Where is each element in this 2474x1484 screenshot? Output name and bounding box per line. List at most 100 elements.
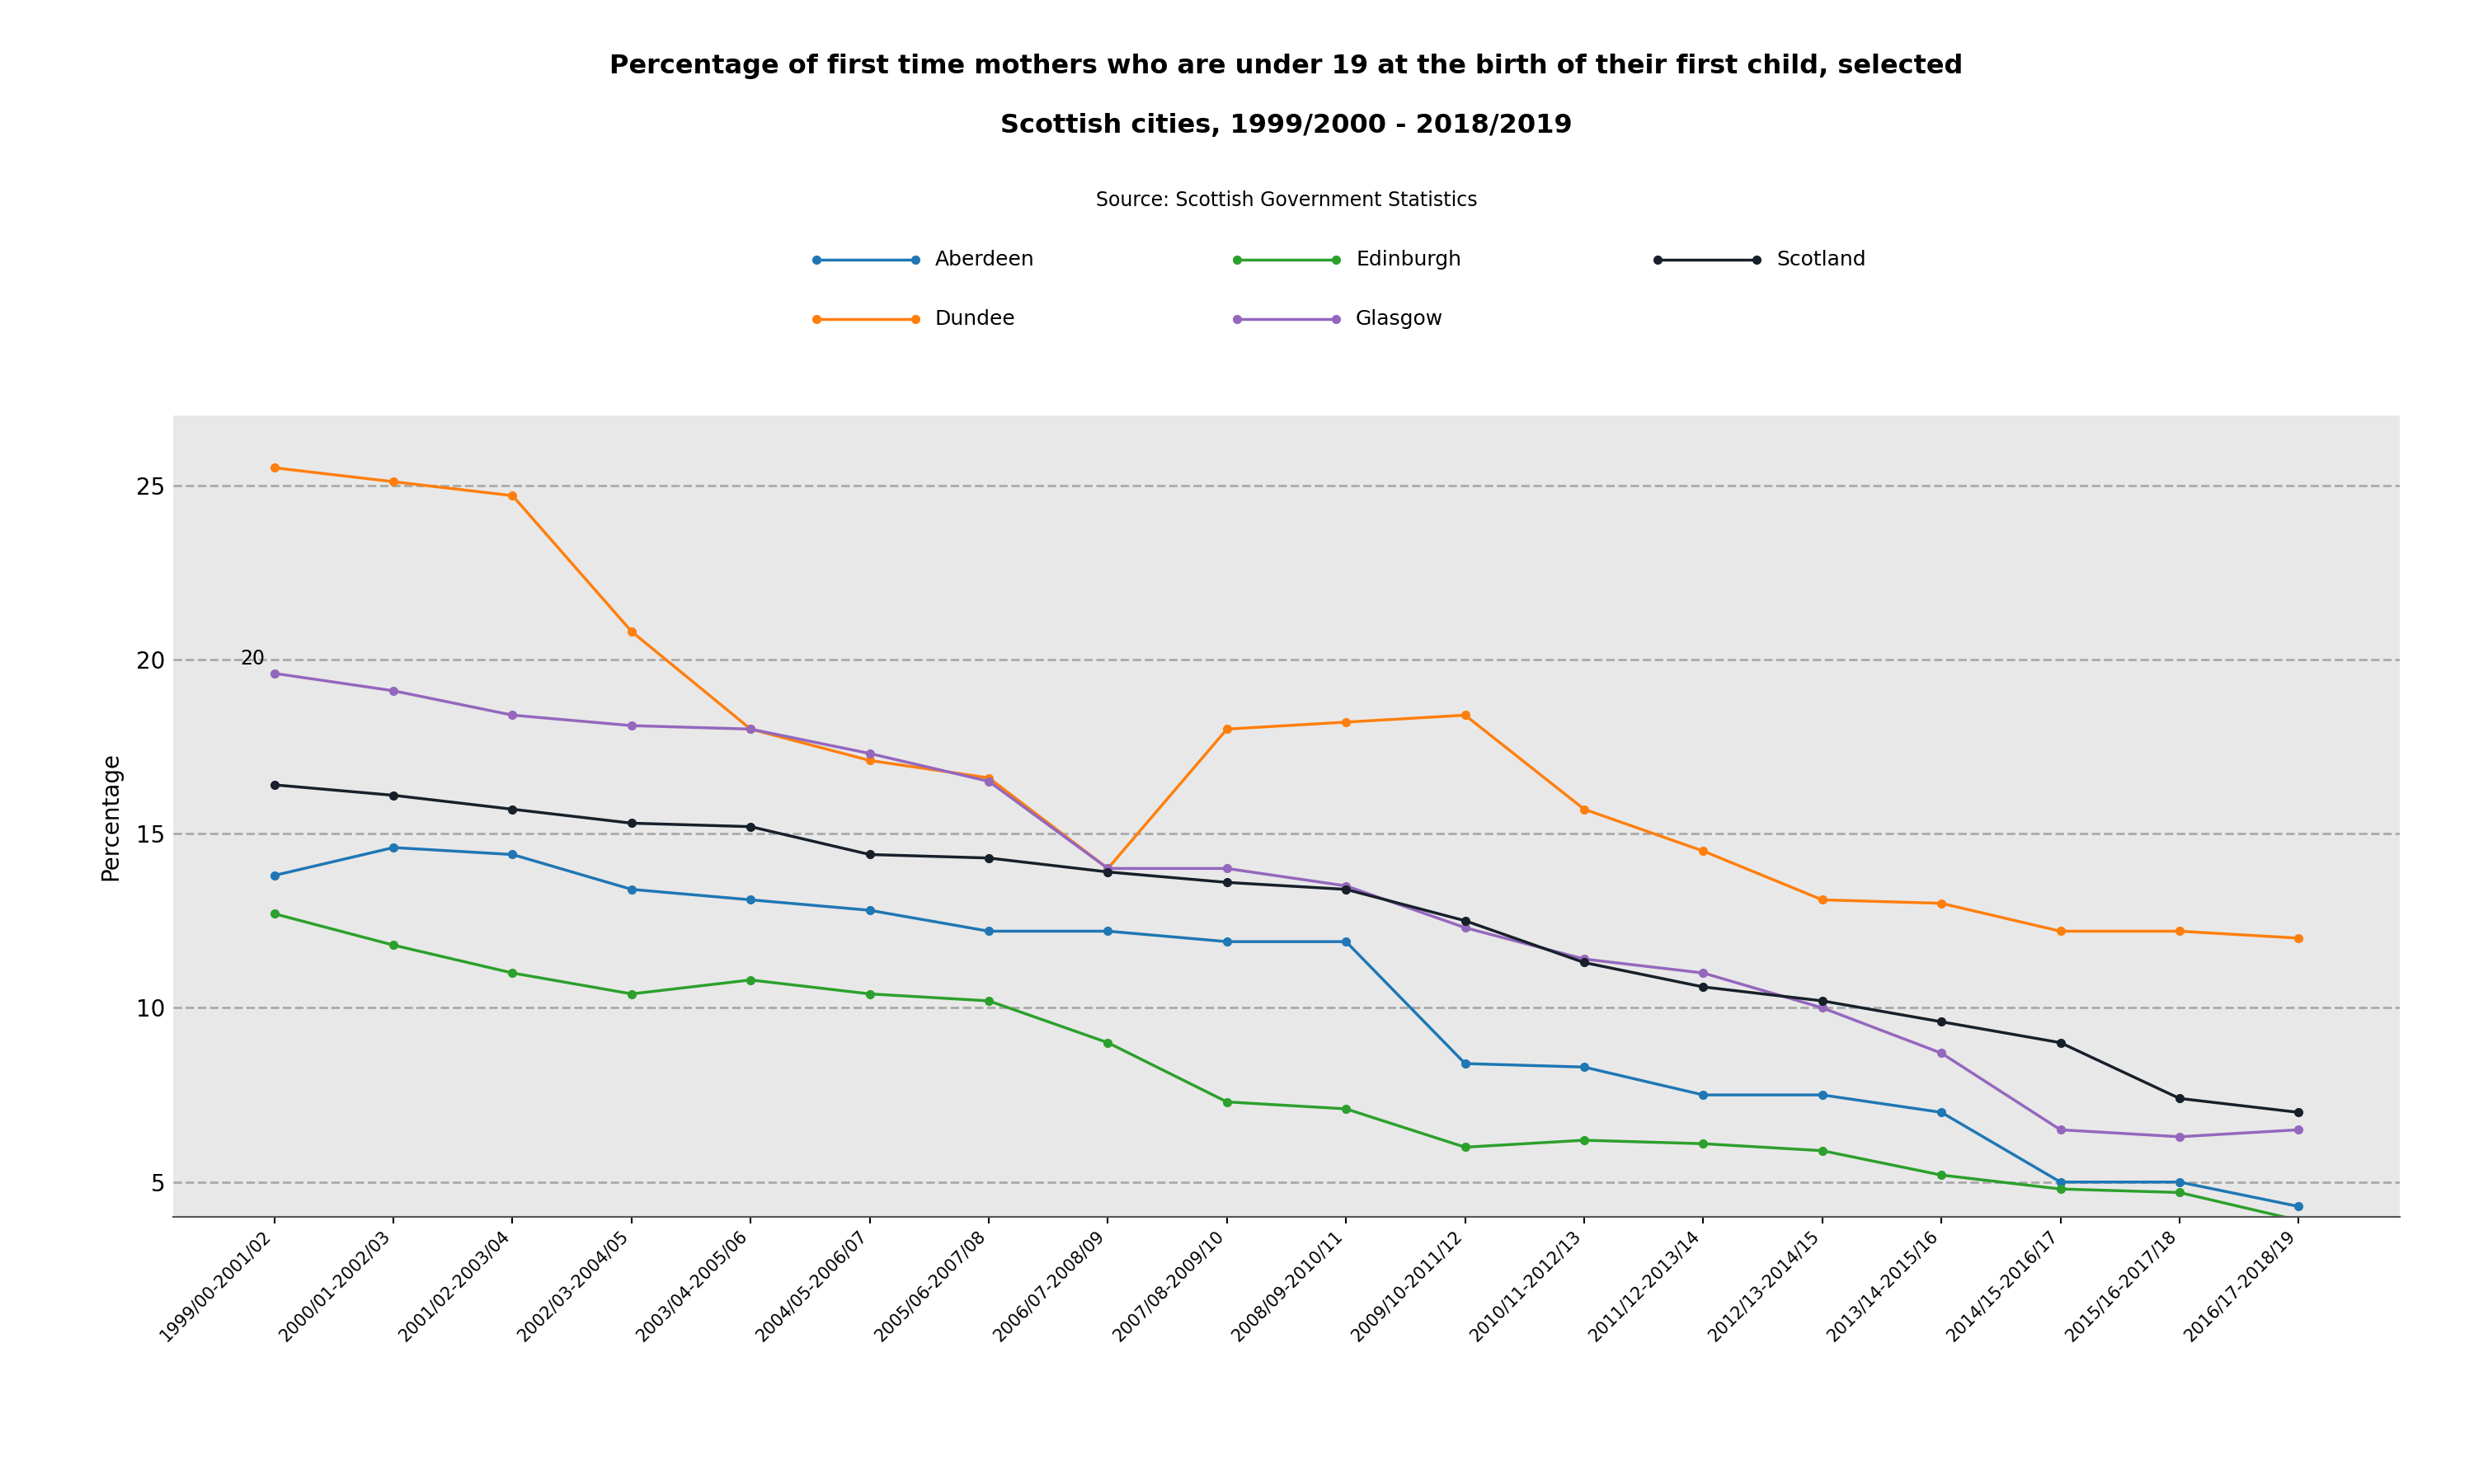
Scotland — [1331, 880, 1361, 898]
Scotland — [1808, 991, 1838, 1009]
Edinburgh — [1450, 1138, 1479, 1156]
Text: Scottish cities, 1999/2000 - 2018/2019: Scottish cities, 1999/2000 - 2018/2019 — [999, 113, 1573, 139]
Edinburgh — [497, 965, 527, 982]
Scotland — [856, 846, 886, 864]
Text: Dundee: Dundee — [935, 309, 1017, 329]
Glasgow — [856, 745, 886, 763]
Dundee — [379, 473, 408, 491]
Glasgow — [379, 681, 408, 699]
Glasgow — [1687, 965, 1717, 982]
Edinburgh — [616, 985, 646, 1003]
Text: Aberdeen: Aberdeen — [935, 249, 1034, 270]
Edinburgh — [1687, 1135, 1717, 1153]
Glasgow — [1808, 999, 1838, 1017]
Line: Aberdeen: Aberdeen — [270, 843, 2303, 1211]
Scotland — [379, 787, 408, 804]
Scotland — [1569, 954, 1598, 972]
Scotland — [975, 849, 1004, 867]
Glasgow — [2046, 1120, 2076, 1138]
Edinburgh — [1212, 1094, 1242, 1112]
Edinburgh — [2046, 1180, 2076, 1198]
Scotland — [497, 800, 527, 818]
Dundee — [735, 720, 764, 738]
Edinburgh — [735, 971, 764, 988]
Aberdeen — [1331, 933, 1361, 951]
Aberdeen — [1094, 922, 1123, 939]
Text: Scotland: Scotland — [1776, 249, 1865, 270]
Scotland — [735, 818, 764, 835]
Glasgow — [2165, 1128, 2194, 1146]
Aberdeen — [379, 838, 408, 856]
Scotland — [2046, 1034, 2076, 1052]
Aberdeen — [1569, 1058, 1598, 1076]
Dundee — [856, 751, 886, 769]
Scotland — [1450, 911, 1479, 929]
Edinburgh — [1094, 1034, 1123, 1052]
Text: Edinburgh: Edinburgh — [1356, 249, 1462, 270]
Aberdeen — [616, 880, 646, 898]
Dundee — [975, 769, 1004, 787]
Scotland — [2284, 1104, 2313, 1122]
Text: Percentage of first time mothers who are under 19 at the birth of their first ch: Percentage of first time mothers who are… — [609, 53, 1964, 80]
Glasgow — [1094, 859, 1123, 877]
Glasgow — [1450, 919, 1479, 936]
Aberdeen — [2165, 1174, 2194, 1192]
Glasgow — [1212, 859, 1242, 877]
Edinburgh — [260, 905, 289, 923]
Edinburgh — [1927, 1166, 1957, 1184]
Dundee — [497, 487, 527, 505]
Y-axis label: Percentage: Percentage — [99, 752, 121, 880]
Glasgow — [1927, 1045, 1957, 1063]
Line: Scotland: Scotland — [270, 781, 2303, 1116]
Dundee — [2165, 922, 2194, 939]
Scotland — [1094, 864, 1123, 881]
Dundee — [1450, 706, 1479, 724]
Edinburgh — [975, 991, 1004, 1009]
Dundee — [616, 623, 646, 641]
Aberdeen — [1808, 1086, 1838, 1104]
Dundee — [1094, 859, 1123, 877]
Glasgow — [1569, 950, 1598, 968]
Line: Dundee: Dundee — [270, 464, 2303, 942]
Glasgow — [975, 773, 1004, 791]
Aberdeen — [2046, 1174, 2076, 1192]
Edinburgh — [2165, 1184, 2194, 1202]
Edinburgh — [1569, 1131, 1598, 1149]
Aberdeen — [2284, 1198, 2313, 1215]
Dundee — [1569, 800, 1598, 818]
Dundee — [2284, 929, 2313, 947]
Aberdeen — [1212, 933, 1242, 951]
Dundee — [1331, 714, 1361, 732]
Edinburgh — [1331, 1100, 1361, 1117]
Glasgow — [616, 717, 646, 735]
Dundee — [260, 459, 289, 476]
Edinburgh — [379, 936, 408, 954]
Aberdeen — [497, 846, 527, 864]
Dundee — [1927, 895, 1957, 913]
Aberdeen — [856, 901, 886, 919]
Scotland — [1212, 874, 1242, 892]
Line: Edinburgh: Edinburgh — [270, 910, 2303, 1224]
Scotland — [1927, 1014, 1957, 1031]
Glasgow — [260, 665, 289, 683]
Edinburgh — [2284, 1211, 2313, 1229]
Aberdeen — [1687, 1086, 1717, 1104]
Aberdeen — [1450, 1055, 1479, 1073]
Glasgow — [2284, 1120, 2313, 1138]
Dundee — [1687, 841, 1717, 859]
Dundee — [2046, 922, 2076, 939]
Text: 20: 20 — [240, 649, 265, 668]
Scotland — [1687, 978, 1717, 996]
Scotland — [260, 776, 289, 794]
Scotland — [616, 815, 646, 833]
Aberdeen — [975, 922, 1004, 939]
Dundee — [1212, 720, 1242, 738]
Edinburgh — [1808, 1141, 1838, 1159]
Line: Glasgow: Glasgow — [270, 669, 2303, 1141]
Aberdeen — [1927, 1104, 1957, 1122]
Glasgow — [735, 720, 764, 738]
Aberdeen — [260, 867, 289, 884]
Scotland — [2165, 1089, 2194, 1107]
Text: Glasgow: Glasgow — [1356, 309, 1442, 329]
Glasgow — [497, 706, 527, 724]
